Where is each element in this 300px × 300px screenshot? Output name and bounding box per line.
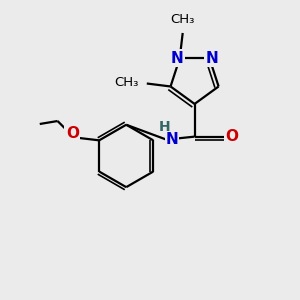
Text: N: N [206, 51, 218, 66]
Text: O: O [66, 126, 79, 141]
Text: O: O [225, 129, 238, 144]
Text: N: N [171, 51, 184, 66]
Text: CH₃: CH₃ [114, 76, 139, 89]
Text: H: H [159, 120, 171, 134]
Text: N: N [166, 132, 179, 147]
Text: CH₃: CH₃ [170, 14, 195, 26]
